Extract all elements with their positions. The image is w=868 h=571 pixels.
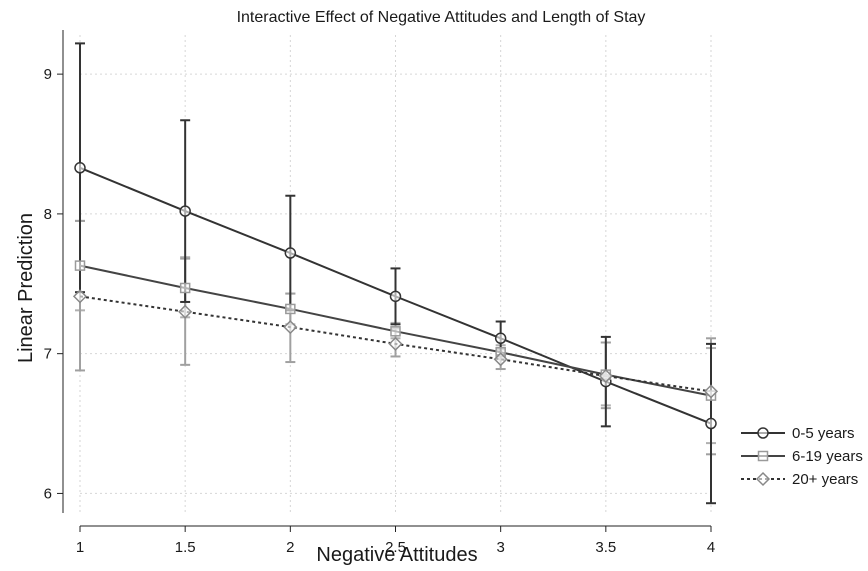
x-axis-title: Negative Attitudes (316, 544, 477, 566)
y-tick-label: 6 (44, 485, 52, 502)
legend-marker (759, 452, 768, 461)
data-point (75, 163, 85, 173)
data-point (706, 419, 716, 429)
data-point (391, 327, 400, 336)
data-point (285, 248, 295, 258)
legend-marker (758, 428, 768, 438)
data-point (180, 206, 190, 216)
x-tick-label: 3.5 (595, 539, 616, 556)
y-tick-label: 7 (44, 346, 52, 363)
y-tick-label: 8 (44, 206, 52, 223)
x-tick-label: 4 (707, 539, 715, 556)
x-tick-label: 3 (496, 539, 504, 556)
x-tick-label: 2 (286, 539, 294, 556)
legend: 0-5 years 6-19 years 20+ years (741, 425, 863, 488)
y-tick-label: 9 (44, 66, 52, 83)
x-tick-label: 1.5 (175, 539, 196, 556)
data-point (391, 291, 401, 301)
data-point (496, 333, 506, 343)
legend-label: 20+ years (792, 471, 858, 488)
data-point (286, 304, 295, 313)
y-axis-title: Linear Prediction (15, 213, 37, 363)
legend-label: 6-19 years (792, 448, 863, 465)
x-tick-label: 1 (76, 539, 84, 556)
data-point (76, 261, 85, 270)
chart-title: Interactive Effect of Negative Attitudes… (237, 9, 646, 26)
legend-label: 0-5 years (792, 425, 855, 442)
data-point (181, 283, 190, 292)
